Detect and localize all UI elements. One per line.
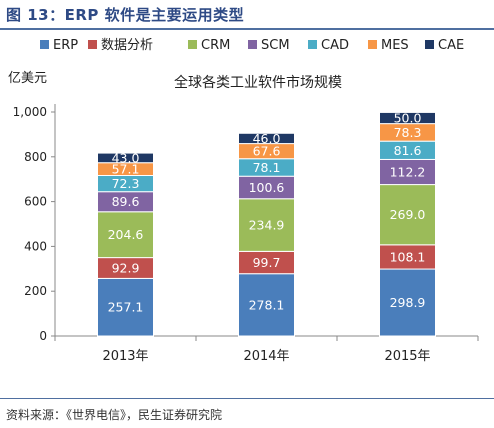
legend-label: CRM [201,38,230,53]
data-label: 81.6 [394,143,422,158]
legend-label: ERP [53,38,78,53]
legend-label: SCM [261,38,290,53]
y-axis-label: 亿美元 [8,71,47,86]
data-label: 112.2 [390,165,426,180]
legend-item: 数据分析 [88,38,153,53]
legend-item: SCM [248,38,290,53]
legend-swatch [248,40,257,49]
legend-swatch [88,40,97,49]
data-label: 50.0 [394,111,422,126]
data-label: 278.1 [249,297,285,312]
legend-swatch [425,40,434,49]
x-tick-label: 2015年 [384,349,430,364]
y-tick-label: 400 [24,239,47,253]
legend-item: CRM [188,38,230,53]
bar-stack: 278.1 99.7 234.9 100.6 78.167.646.0 [238,131,295,337]
data-label: 57.1 [112,162,140,177]
data-label: 67.6 [253,144,281,159]
chart-legend: ERP 数据分析 CRM SCM CAD MES CAE [40,38,464,53]
data-label: 234.9 [249,218,285,233]
y-tick-label: 800 [24,150,47,164]
y-tick-label: 200 [24,284,47,298]
y-axis: 0 200 400 600 800 1,000 [13,104,479,343]
figure-title: 图 13：ERP 软件是主要运用类型 [6,6,245,24]
y-tick-label: 1,000 [13,105,47,119]
data-label: 257.1 [108,300,144,315]
data-label: 72.3 [112,176,140,191]
data-label: 78.1 [253,160,281,175]
bar-segment [238,198,295,252]
legend-item: ERP [40,38,78,53]
legend-item: MES [368,38,409,53]
data-label: 204.6 [108,227,144,242]
data-label: 43.0 [112,150,140,165]
bar-segment [379,184,436,246]
stacked-bar-chart: ERP 数据分析 CRM SCM CAD MES CAE 亿美元 全球各类工业软件市场规模 … [8,38,479,364]
bar-segment [379,158,436,186]
legend-label: CAD [321,38,349,53]
bar-segment [238,273,295,337]
legend-item: CAD [308,38,349,53]
bar-stack: 298.9 108.1 269.0 112.2 81.6 78.350.0 [379,111,436,337]
y-tick-label: 0 [39,329,47,343]
data-label: 269.0 [390,207,426,222]
bar-stack: 257.1 92.9 204.6 89.6 72.357.143.0 [97,150,154,337]
figure-header: 图 13：ERP 软件是主要运用类型 [0,0,494,30]
legend-item: CAE [425,38,464,53]
footer-divider [0,398,494,399]
data-label: 89.6 [112,194,140,209]
bar-segment [97,211,154,259]
legend-swatch [40,40,49,49]
legend-swatch [368,40,377,49]
bar-segment [379,111,436,125]
bar-segment [97,152,154,164]
legend-swatch [188,40,197,49]
data-label: 46.0 [253,131,281,146]
x-tick-label: 2013年 [102,349,148,364]
bar-group: 257.192.9204.689.672.357.143.0278.199.72… [97,111,436,337]
legend-swatch [308,40,317,49]
x-axis-labels: 2013年 2014年 2015年 [102,349,430,364]
y-tick-label: 600 [24,195,47,209]
source-note: 资料来源：《世界电信》，民生证券研究院 [6,408,223,422]
data-label: 92.9 [112,261,140,276]
legend-label: 数据分析 [101,38,153,53]
data-label: 108.1 [390,249,426,264]
legend-label: MES [381,38,409,53]
bar-segment [238,132,295,145]
legend-label: CAE [438,38,464,53]
data-label: 78.3 [394,125,422,140]
data-label: 298.9 [390,295,426,310]
data-label: 99.7 [253,255,281,270]
x-tick-label: 2014年 [243,349,289,364]
data-label: 100.6 [249,180,285,195]
chart-title: 全球各类工业软件市场规模 [174,74,342,91]
